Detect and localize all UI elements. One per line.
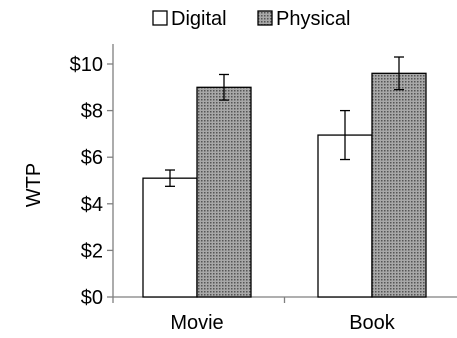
y-tick-label: $10 xyxy=(70,54,103,76)
legend-swatch-physical xyxy=(257,10,273,26)
y-tick-label: $0 xyxy=(81,287,103,309)
bar-digital-movie xyxy=(142,177,198,298)
legend-label-physical: Physical xyxy=(276,8,350,30)
y-tick-label: $4 xyxy=(81,194,103,216)
legend-label-digital: Digital xyxy=(171,8,227,30)
bar-physical-movie xyxy=(196,86,252,298)
y-axis-title: WTP xyxy=(23,163,45,207)
bar-digital-book xyxy=(317,134,373,298)
legend-swatch-digital xyxy=(152,10,168,26)
category-label-book: Book xyxy=(349,312,396,334)
y-tick-label: $2 xyxy=(81,240,103,262)
plot-area: $0 $2 $4 $6 $8 $10 Movie Book xyxy=(70,44,457,334)
y-tick-label: $6 xyxy=(81,147,103,169)
y-tick-label: $8 xyxy=(81,101,103,123)
bar-physical-book xyxy=(371,72,427,298)
category-label-movie: Movie xyxy=(170,312,223,334)
legend: Digital Physical xyxy=(152,8,350,30)
